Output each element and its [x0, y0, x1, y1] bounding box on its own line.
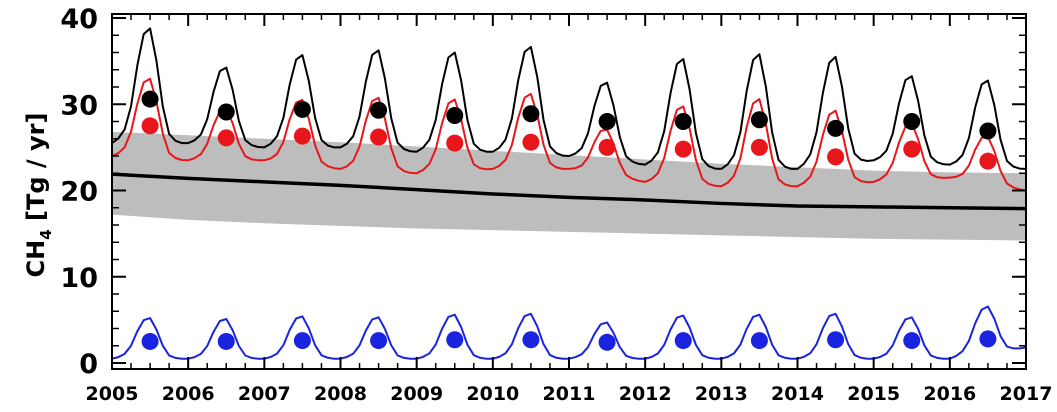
x-tick-label: 2009	[390, 383, 443, 405]
x-tick-label: 2015	[847, 383, 900, 405]
x-tick-label: 2016	[923, 383, 976, 405]
y-axis-label: CH4 [Tg / yr]	[22, 113, 55, 278]
data-point-black	[446, 106, 464, 124]
x-tick-label: 2017	[1000, 383, 1053, 405]
x-tick-label: 2006	[162, 383, 215, 405]
data-point-blue	[827, 331, 845, 349]
data-point-black	[750, 111, 768, 129]
data-point-red	[674, 140, 692, 158]
y-tick-label: 10	[60, 263, 98, 294]
data-point-black	[827, 119, 845, 137]
y-axis: 0 10 20 30 40	[60, 4, 1026, 380]
x-tick-label: 2010	[466, 383, 519, 405]
y-tick-label: 40	[60, 4, 98, 35]
trend-line	[112, 172, 1026, 211]
series-line-blue	[112, 305, 1026, 360]
trend-line-layer	[112, 172, 1026, 211]
data-point-blue	[293, 332, 311, 350]
x-tick-label: 2011	[543, 383, 596, 405]
data-point-black	[674, 113, 692, 130]
x-tick-label: 2013	[695, 383, 748, 405]
y-axis-label-subscript: 4	[37, 229, 55, 239]
data-point-red	[446, 134, 464, 152]
data-point-blue	[370, 332, 388, 350]
data-point-red	[903, 140, 921, 158]
data-point-red	[750, 138, 768, 156]
x-tick-label: 2012	[619, 383, 672, 405]
data-point-black	[598, 113, 616, 130]
y-axis-label-ch: CH	[22, 240, 50, 278]
series-line-black	[112, 27, 1026, 170]
data-point-red	[293, 127, 311, 145]
data-point-black	[217, 103, 235, 121]
y-tick-label: 20	[60, 177, 98, 208]
data-point-red	[370, 128, 388, 146]
x-tick-label: 2008	[314, 383, 367, 405]
data-point-black	[522, 105, 540, 123]
data-point-red	[217, 129, 235, 147]
x-axis: 2005 2006 2007 2008 2009 2010 2011 2012 2013 2014…	[86, 14, 1053, 405]
data-point-blue	[141, 332, 159, 350]
y-tick-label: 0	[79, 349, 98, 380]
data-point-black	[141, 90, 159, 108]
data-point-blue	[750, 332, 768, 350]
data-point-blue	[598, 333, 616, 351]
data-point-black	[293, 100, 311, 118]
data-point-black	[903, 113, 921, 130]
series-line-red	[112, 77, 1026, 192]
data-point-blue	[446, 331, 464, 349]
data-point-red	[141, 117, 159, 135]
uncertainty-band-layer	[112, 131, 1026, 241]
x-tick-label: 2007	[238, 383, 291, 405]
data-point-blue	[903, 332, 921, 350]
data-point-blue	[522, 331, 540, 349]
data-point-black	[370, 101, 388, 119]
x-tick-label: 2014	[771, 383, 824, 405]
data-point-blue	[979, 330, 997, 348]
data-point-blue	[674, 332, 692, 350]
data-point-red	[979, 152, 997, 170]
annual-points-layer	[141, 90, 997, 351]
data-point-red	[827, 148, 845, 166]
y-axis-label-units: [Tg / yr]	[22, 113, 50, 230]
x-tick-label: 2005	[86, 383, 139, 405]
data-point-red	[598, 138, 616, 156]
data-point-black	[979, 122, 997, 140]
data-point-red	[522, 133, 540, 151]
y-tick-label: 30	[60, 90, 98, 121]
data-point-blue	[217, 332, 235, 350]
uncertainty-band	[112, 131, 1026, 241]
